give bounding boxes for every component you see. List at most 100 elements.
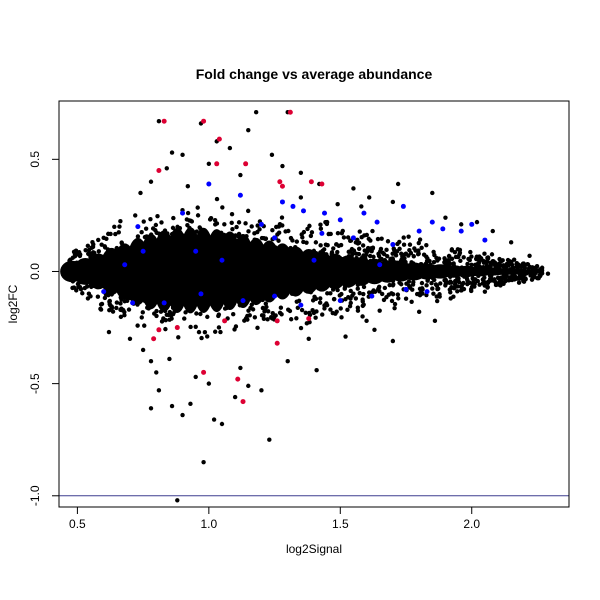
- density-point: [163, 326, 168, 332]
- density-point: [410, 287, 415, 292]
- scatter-point: [369, 293, 375, 299]
- scatter-point: [154, 370, 159, 375]
- scatter-point: [161, 300, 167, 306]
- density-point: [516, 275, 522, 280]
- density-point: [135, 234, 141, 239]
- density-point: [421, 252, 427, 257]
- scatter-point: [258, 221, 264, 227]
- density-point: [309, 268, 314, 273]
- density-point: [206, 237, 212, 242]
- density-point: [507, 267, 513, 272]
- scatter-point: [267, 437, 272, 442]
- density-point: [286, 255, 292, 261]
- density-point: [330, 287, 336, 292]
- density-point: [452, 250, 458, 255]
- density-point: [411, 254, 416, 259]
- density-point: [453, 268, 458, 274]
- density-point: [416, 240, 421, 246]
- density-point: [501, 269, 506, 274]
- density-point: [461, 255, 466, 260]
- density-point: [200, 273, 206, 279]
- scatter-point: [272, 235, 278, 241]
- density-point: [230, 278, 235, 283]
- density-point: [321, 254, 327, 260]
- density-point: [334, 256, 340, 261]
- density-point: [159, 319, 165, 324]
- density-point: [238, 287, 244, 292]
- density-point: [234, 243, 240, 248]
- density-point: [336, 262, 341, 268]
- density-point: [419, 271, 425, 276]
- density-point: [102, 295, 108, 301]
- density-point: [479, 267, 484, 272]
- density-point: [324, 303, 330, 308]
- density-point: [282, 272, 287, 277]
- density-point: [397, 280, 402, 285]
- density-point: [343, 296, 348, 302]
- density-point: [474, 269, 479, 274]
- density-point: [135, 255, 140, 260]
- density-point: [174, 257, 179, 262]
- density-point: [372, 289, 378, 294]
- scatter-point: [272, 314, 277, 319]
- density-point: [204, 247, 209, 253]
- density-point: [85, 264, 91, 269]
- density-point: [203, 278, 208, 284]
- density-point: [458, 258, 463, 264]
- scatter-point: [185, 184, 191, 189]
- scatter-point: [246, 127, 251, 133]
- density-point: [375, 236, 381, 242]
- density-point: [380, 291, 385, 297]
- density-point: [390, 283, 396, 288]
- density-point: [159, 233, 164, 238]
- scatter-point: [216, 136, 222, 142]
- density-point: [285, 262, 290, 267]
- density-point: [125, 258, 131, 263]
- density-point: [107, 257, 113, 263]
- density-point: [153, 283, 158, 288]
- density-point: [418, 262, 424, 267]
- density-point: [186, 266, 192, 271]
- density-point: [461, 280, 466, 286]
- density-point: [347, 258, 352, 263]
- density-point: [247, 313, 252, 318]
- density-point: [278, 264, 284, 269]
- scatter-point: [372, 327, 377, 332]
- scatter-point: [280, 163, 285, 169]
- density-point: [94, 255, 99, 261]
- density-point: [460, 273, 465, 278]
- density-point: [476, 273, 481, 278]
- density-point: [237, 291, 242, 296]
- density-point: [169, 286, 175, 291]
- density-point: [67, 259, 73, 264]
- density-point: [485, 284, 490, 290]
- density-point: [336, 243, 341, 248]
- scatter-point: [416, 228, 422, 234]
- density-point: [135, 264, 141, 269]
- density-point: [193, 324, 198, 329]
- scatter-point: [240, 298, 246, 304]
- density-point: [443, 262, 448, 268]
- density-point: [290, 238, 295, 243]
- density-point: [391, 246, 396, 251]
- density-point: [493, 282, 499, 288]
- density-point: [255, 325, 260, 331]
- density-point: [341, 235, 347, 240]
- scatter-point: [516, 280, 522, 285]
- scatter-point: [343, 334, 348, 339]
- density-point: [373, 265, 378, 270]
- density-point: [315, 254, 320, 259]
- density-point: [401, 257, 406, 262]
- density-point: [434, 268, 440, 274]
- scatter-point: [85, 296, 91, 301]
- scatter-point: [214, 161, 220, 167]
- density-point: [216, 325, 222, 330]
- density-point: [105, 269, 110, 275]
- density-point: [231, 312, 236, 317]
- density-point: [107, 307, 112, 313]
- density-point: [210, 302, 215, 308]
- density-point: [183, 310, 188, 315]
- density-point: [286, 307, 291, 312]
- density-point: [276, 257, 282, 262]
- density-point: [390, 268, 395, 273]
